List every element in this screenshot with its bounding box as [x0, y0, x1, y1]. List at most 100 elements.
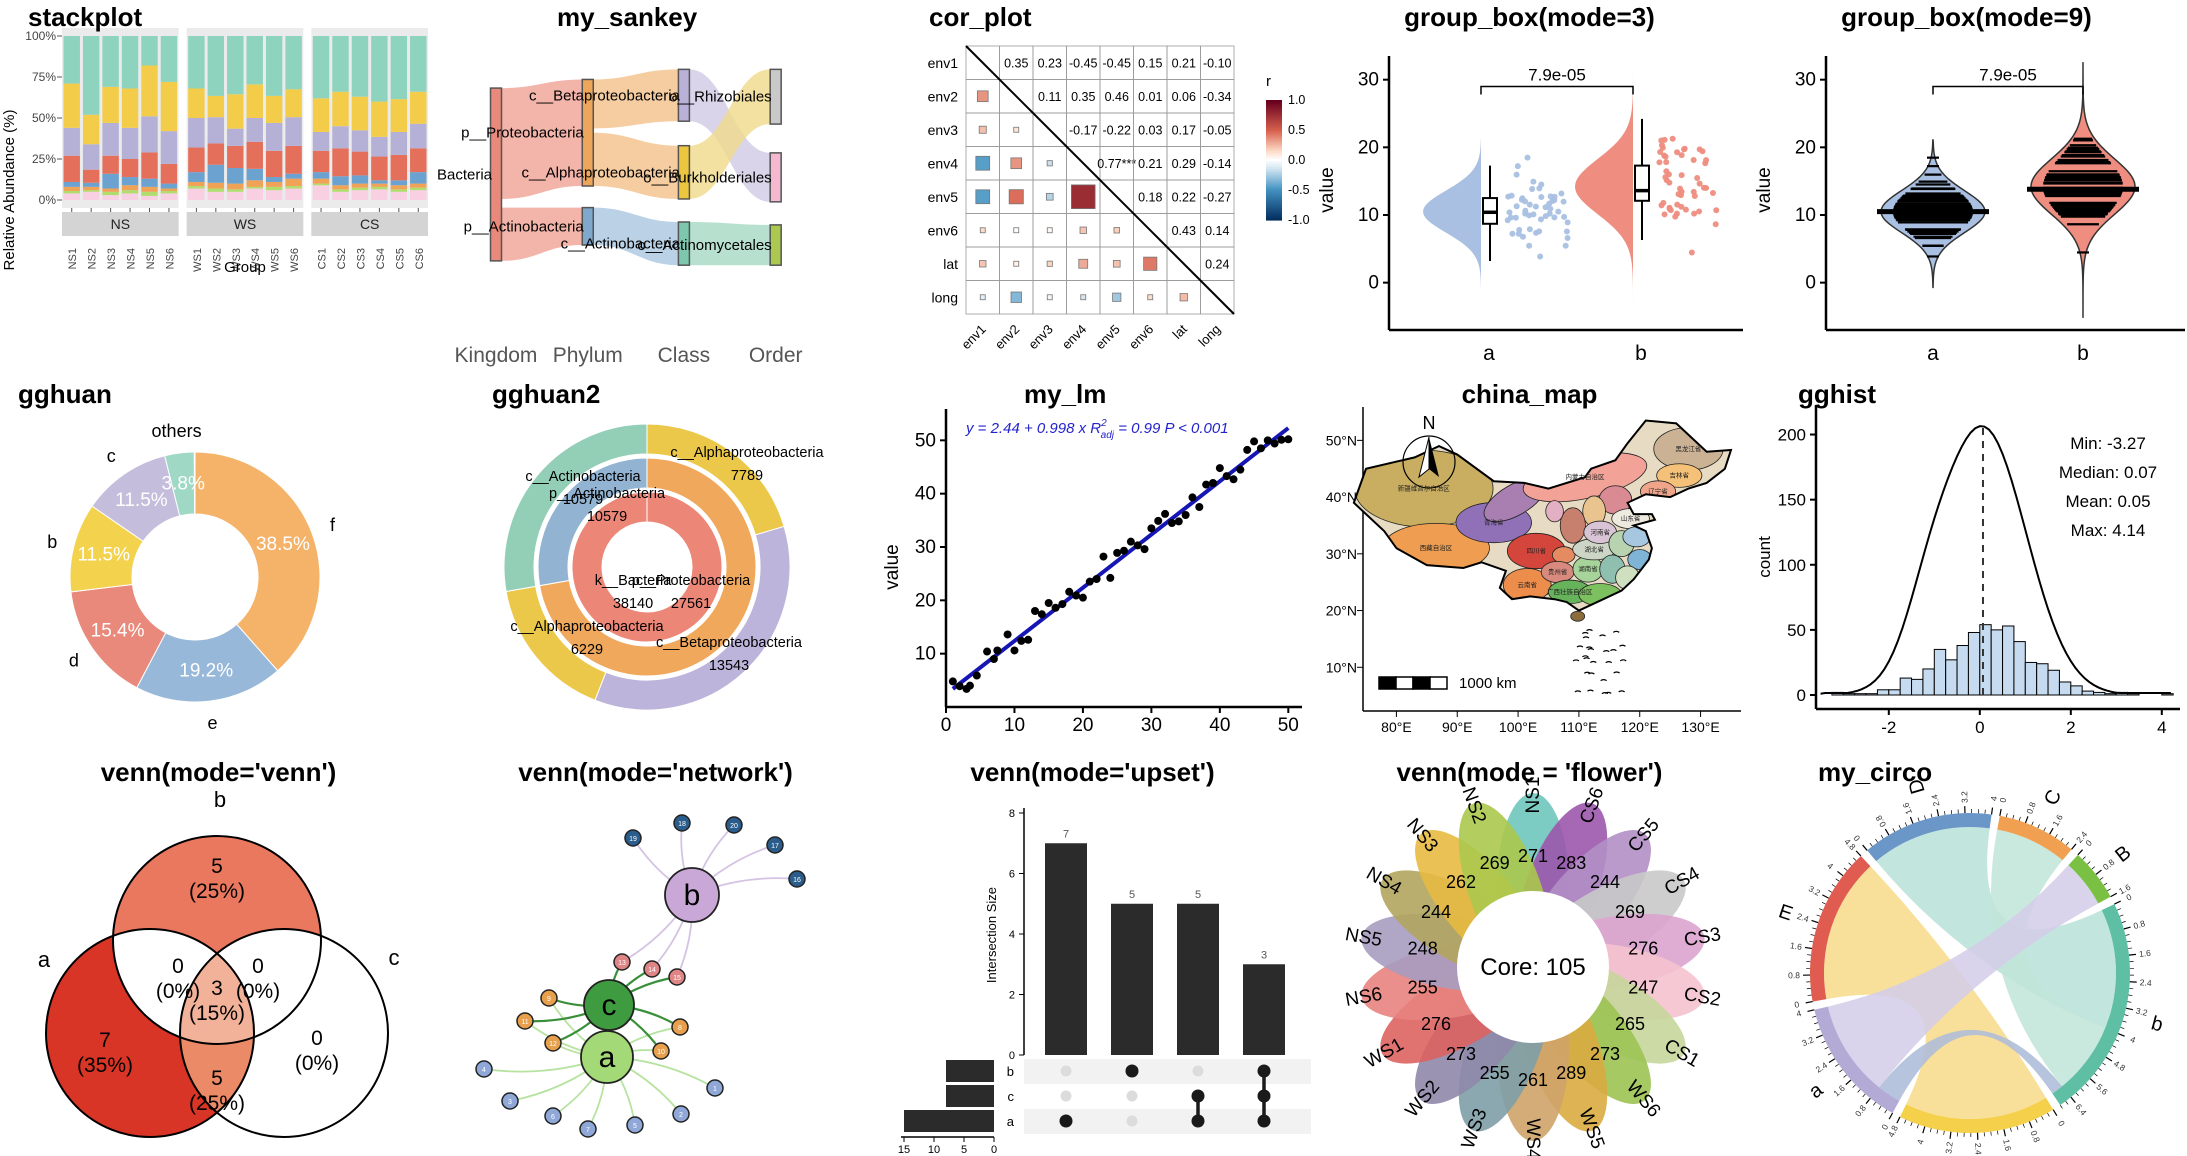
svg-text:0.21: 0.21 [1172, 56, 1196, 70]
svg-text:2.4: 2.4 [1929, 793, 1941, 807]
svg-text:247: 247 [1628, 977, 1658, 997]
svg-text:1.0: 1.0 [1288, 93, 1305, 107]
svg-text:0: 0 [1794, 999, 1801, 1010]
svg-text:0: 0 [311, 1027, 323, 1050]
svg-text:289: 289 [1556, 1063, 1586, 1083]
svg-text:c: c [602, 989, 617, 1022]
svg-text:-0.45: -0.45 [1069, 56, 1098, 70]
svg-text:4.8: 4.8 [1886, 1124, 1900, 1139]
svg-text:3.2: 3.2 [2135, 1005, 2149, 1017]
stackplot-chart: NS1 NS2 NS3 NS4 NS5 NS6 NS WS1 WS2 WS3 WS4 WS5 WS6 WS… [1, 28, 428, 276]
svg-text:Core: 105: Core: 105 [1480, 954, 1585, 981]
svg-text:0.18: 0.18 [1138, 190, 1162, 204]
svg-text:CS2: CS2 [336, 248, 348, 269]
svg-text:0.17: 0.17 [1172, 123, 1196, 137]
svg-text:lat: lat [1170, 321, 1191, 342]
svg-text:276: 276 [1421, 1014, 1451, 1034]
svg-text:CS: CS [360, 216, 379, 232]
svg-text:4: 4 [1795, 1008, 1802, 1019]
svg-text:2.4: 2.4 [1973, 1143, 1984, 1156]
svg-text:(0%): (0%) [236, 980, 280, 1003]
panel-title-mylm: my_lm [1024, 379, 1107, 409]
panel-title-chinamap: china_map [1461, 379, 1598, 409]
svg-text:7789: 7789 [731, 468, 763, 484]
svg-text:env6: env6 [1126, 322, 1157, 353]
svg-text:265: 265 [1615, 1014, 1645, 1034]
sunburst-chart: c__Alphaproteobacteria 7789 c__Actinobacte… [503, 423, 825, 711]
svg-text:13: 13 [618, 960, 626, 967]
correlation-chart: 0.35 0.23 -0.45 -0.45 0.15 0.21 -0.10 0.11 0.35 0… [928, 45, 1310, 353]
svg-text:271: 271 [1518, 846, 1548, 866]
svg-text:env2: env2 [928, 88, 959, 104]
svg-text:-0.05: -0.05 [1203, 123, 1232, 137]
svg-text:WS2: WS2 [211, 248, 223, 272]
svg-text:14: 14 [648, 967, 656, 974]
svg-text:0.21: 0.21 [1138, 157, 1162, 171]
svg-text:-0.17: -0.17 [1069, 123, 1098, 137]
panel-title-sankey: my_sankey [557, 2, 698, 32]
svg-text:4.8: 4.8 [2112, 1058, 2128, 1073]
svg-text:WS4: WS4 [250, 248, 262, 272]
panel-gghuan2: gghuan2 c__Alphaproteobacteria 7789 c__Act… [437, 377, 874, 755]
panel-circo: my_circo 0 0.8 1.6 2.4 3.2 4 D 0 0.8 1.6 2.4 C 0 0.8 1… [1748, 755, 2185, 1156]
svg-text:Max: 4.14: Max: 4.14 [2071, 521, 2146, 540]
svg-text:273: 273 [1446, 1044, 1476, 1064]
svg-text:env4: env4 [1059, 322, 1090, 353]
svg-text:276: 276 [1628, 939, 1658, 959]
svg-text:11: 11 [521, 1019, 528, 1026]
svg-text:青海省: 青海省 [1484, 518, 1504, 527]
svg-text:20: 20 [1072, 715, 1093, 736]
panel-title-groupbox9: group_box(mode=9) [1841, 2, 2092, 32]
svg-text:Relative Abundance (%): Relative Abundance (%) [1, 110, 18, 271]
svg-text:p__Proteobacteria: p__Proteobacteria [632, 573, 751, 589]
svg-text:255: 255 [1408, 977, 1438, 997]
panel-gghuan: gghuan 38.5% f 19.2% e 15.4% d 11.5% b 11.5% c 3.8… [0, 377, 437, 755]
svg-text:10: 10 [1004, 715, 1025, 736]
panel-groupbox9: group_box(mode=9) 0 10 20 30 value a b 7.9e-05 [1748, 0, 2185, 377]
panel-mylm: my_lm 0 10 20 30 40 50 10 20 30 40 50 value y = 2.44… [874, 377, 1311, 755]
svg-text:count: count [1755, 536, 1774, 578]
svg-text:27561: 27561 [671, 596, 711, 612]
svg-text:30: 30 [1358, 70, 1379, 91]
svg-text:-0.10: -0.10 [1203, 56, 1232, 70]
svg-text:-2: -2 [1881, 718, 1896, 737]
panel-network: venn(mode='network') b c a 19 18 20 17 16 13 14 15… [437, 755, 874, 1156]
svg-text:(0%): (0%) [295, 1052, 339, 1075]
svg-text:c: c [389, 945, 400, 970]
svg-text:10579: 10579 [563, 492, 603, 508]
svg-text:0.43: 0.43 [1172, 224, 1196, 238]
svg-text:50: 50 [1278, 715, 1299, 736]
svg-text:30°N: 30°N [1326, 546, 1357, 562]
network-chart: b ca 19 18 20 17 16 13 14 15 9 11 12 8 10 4 3 6 7 5 2 1 [475, 814, 806, 1138]
svg-text:b: b [47, 532, 57, 552]
svg-text:30: 30 [1795, 70, 1816, 91]
svg-text:19.2%: 19.2% [179, 660, 233, 681]
svg-text:15.4%: 15.4% [91, 620, 145, 641]
svg-text:4: 4 [1825, 861, 1835, 872]
svg-text:a: a [1483, 342, 1495, 365]
svg-text:0%: 0% [39, 193, 57, 207]
svg-text:(0%): (0%) [156, 980, 200, 1003]
svg-text:269: 269 [1480, 853, 1510, 873]
svg-text:30: 30 [1141, 715, 1162, 736]
svg-text:1.6: 1.6 [1831, 1083, 1847, 1099]
svg-text:E: E [1776, 900, 1796, 925]
svg-text:C: C [2040, 786, 2066, 808]
donut-chart: 38.5% f 19.2% e 15.4% d 11.5% b 11.5% c 3.8% others [47, 421, 336, 733]
svg-text:0.24: 0.24 [1205, 257, 1229, 271]
svg-text:c__Alphaproteobacteria: c__Alphaproteobacteria [510, 619, 664, 635]
svg-text:2: 2 [1009, 990, 1015, 1002]
svg-text:Phylum: Phylum [553, 344, 623, 367]
svg-text:Min: -3.27: Min: -3.27 [2070, 434, 2146, 453]
svg-text:-0.5: -0.5 [1288, 183, 1310, 197]
svg-text:0.8: 0.8 [2028, 1129, 2042, 1144]
svg-text:1: 1 [713, 1086, 717, 1093]
svg-text:c__Actinobacteria: c__Actinobacteria [525, 469, 641, 485]
svg-text:N: N [1423, 413, 1436, 433]
panel-corplot: cor_plot 0.35 0.23 -0.45 -0.45 0.15 0.21 -0.10… [874, 0, 1311, 377]
svg-text:0.35: 0.35 [1004, 56, 1028, 70]
svg-text:0: 0 [941, 715, 952, 736]
svg-text:a: a [1805, 1078, 1828, 1103]
svg-text:17: 17 [771, 843, 779, 850]
